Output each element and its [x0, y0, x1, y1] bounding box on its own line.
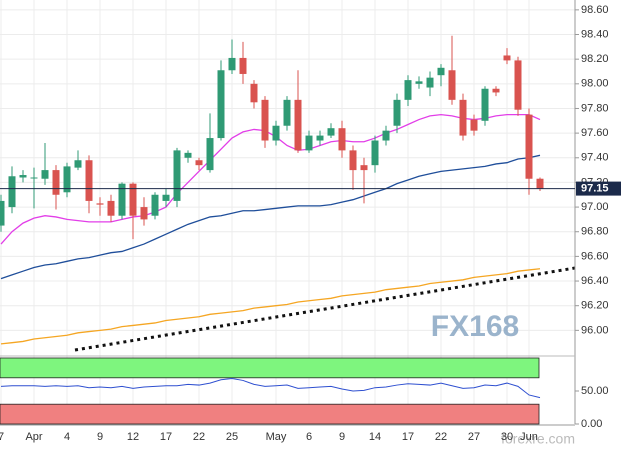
x-tick-label: 17: [402, 431, 414, 443]
candle-body: [8, 176, 16, 208]
y-tick-label: 96.20: [581, 300, 609, 312]
x-tick-label: 30: [501, 431, 513, 443]
candle-body: [173, 150, 181, 201]
y-tick-label: 50.00: [581, 385, 609, 397]
candle-body: [52, 170, 60, 195]
x-tick-label: 14: [369, 431, 381, 443]
y-tick-label: 98.20: [581, 53, 609, 65]
x-tick-label: 17: [160, 431, 172, 443]
moving-average: [0, 113, 541, 245]
candle-body: [393, 99, 401, 126]
candle-body: [349, 150, 357, 171]
watermark-logo: FX168: [431, 310, 519, 343]
candle-body: [327, 128, 335, 136]
candle-body: [19, 175, 27, 178]
candle-body: [371, 140, 379, 166]
y-tick-label: 97.80: [581, 102, 609, 114]
candle-body: [206, 138, 214, 171]
moving-average: [0, 268, 541, 345]
candle-body: [261, 99, 269, 141]
candle-body: [459, 99, 467, 136]
candle-body: [338, 128, 346, 151]
candle-body: [151, 194, 159, 216]
x-tick-label: May: [266, 431, 287, 443]
y-tick-label: 98.60: [581, 4, 609, 16]
last-price-tag: [576, 181, 621, 196]
candle-body: [41, 170, 49, 179]
candle-body: [0, 200, 5, 226]
candle-body: [415, 81, 423, 84]
x-tick-label: 7: [0, 431, 4, 443]
candle-body: [217, 70, 225, 139]
candle-body: [129, 183, 137, 216]
candle-body: [85, 160, 93, 201]
candle-body: [492, 88, 500, 93]
y-tick-label: 96.80: [581, 226, 609, 238]
x-tick-label: 9: [97, 431, 103, 443]
x-tick-label: 22: [193, 431, 205, 443]
x-tick-label: 22: [435, 431, 447, 443]
candle-body: [525, 114, 533, 179]
y-tick-label: 96.40: [581, 275, 609, 287]
candle-body: [448, 70, 456, 100]
candle-body: [30, 177, 38, 179]
x-tick-label: 9: [339, 431, 345, 443]
candle-body: [74, 160, 82, 168]
candle-body: [404, 80, 412, 100]
candle-body: [140, 207, 148, 220]
rsi-line: [0, 377, 541, 399]
y-tick-label: 98.00: [581, 78, 609, 90]
candle-body: [481, 88, 489, 121]
candle-body: [514, 60, 522, 110]
y-tick-label: 96.00: [581, 324, 609, 336]
x-tick-label: 12: [127, 431, 139, 443]
candle-body: [470, 119, 478, 131]
candle-body: [162, 194, 170, 201]
last-price-label: 97.15: [581, 183, 609, 195]
y-tick-label: 0.00: [581, 418, 602, 430]
candle-body: [437, 67, 445, 76]
x-tick-label: 4: [64, 431, 70, 443]
x-tick-label: 27: [468, 431, 480, 443]
candle-body: [382, 130, 390, 141]
candle-body: [96, 203, 104, 205]
x-tick-label: Apr: [25, 431, 42, 443]
candle-body: [63, 166, 71, 193]
candle-body: [305, 135, 313, 151]
y-tick-label: 96.60: [581, 250, 609, 262]
candle-body: [316, 135, 324, 141]
y-tick-label: 97.40: [581, 152, 609, 164]
candle-body: [250, 83, 258, 103]
trendline: [74, 266, 576, 352]
candle-body: [360, 165, 368, 171]
watermark-site: forexre.com: [501, 431, 575, 447]
candle-body: [118, 183, 126, 216]
y-tick-label: 97.00: [581, 201, 609, 213]
candle-body: [184, 152, 192, 158]
candle-body: [107, 200, 115, 216]
y-tick-label: 97.60: [581, 127, 609, 139]
x-tick-label: Jun: [520, 431, 538, 443]
x-tick-label: 25: [226, 431, 238, 443]
candle-body: [294, 99, 302, 151]
candle-body: [239, 57, 247, 74]
candle-body: [503, 55, 511, 61]
rsi-band: [0, 357, 540, 379]
moving-average: [0, 154, 541, 280]
rsi-band: [0, 403, 540, 425]
x-tick-label: 6: [306, 431, 312, 443]
candle-body: [536, 178, 544, 189]
candle-body: [228, 57, 236, 71]
candle-body: [426, 77, 434, 88]
candle-body: [272, 125, 280, 141]
candle-body: [195, 160, 203, 166]
y-tick-label: 98.40: [581, 28, 609, 40]
candle-body: [283, 99, 291, 126]
